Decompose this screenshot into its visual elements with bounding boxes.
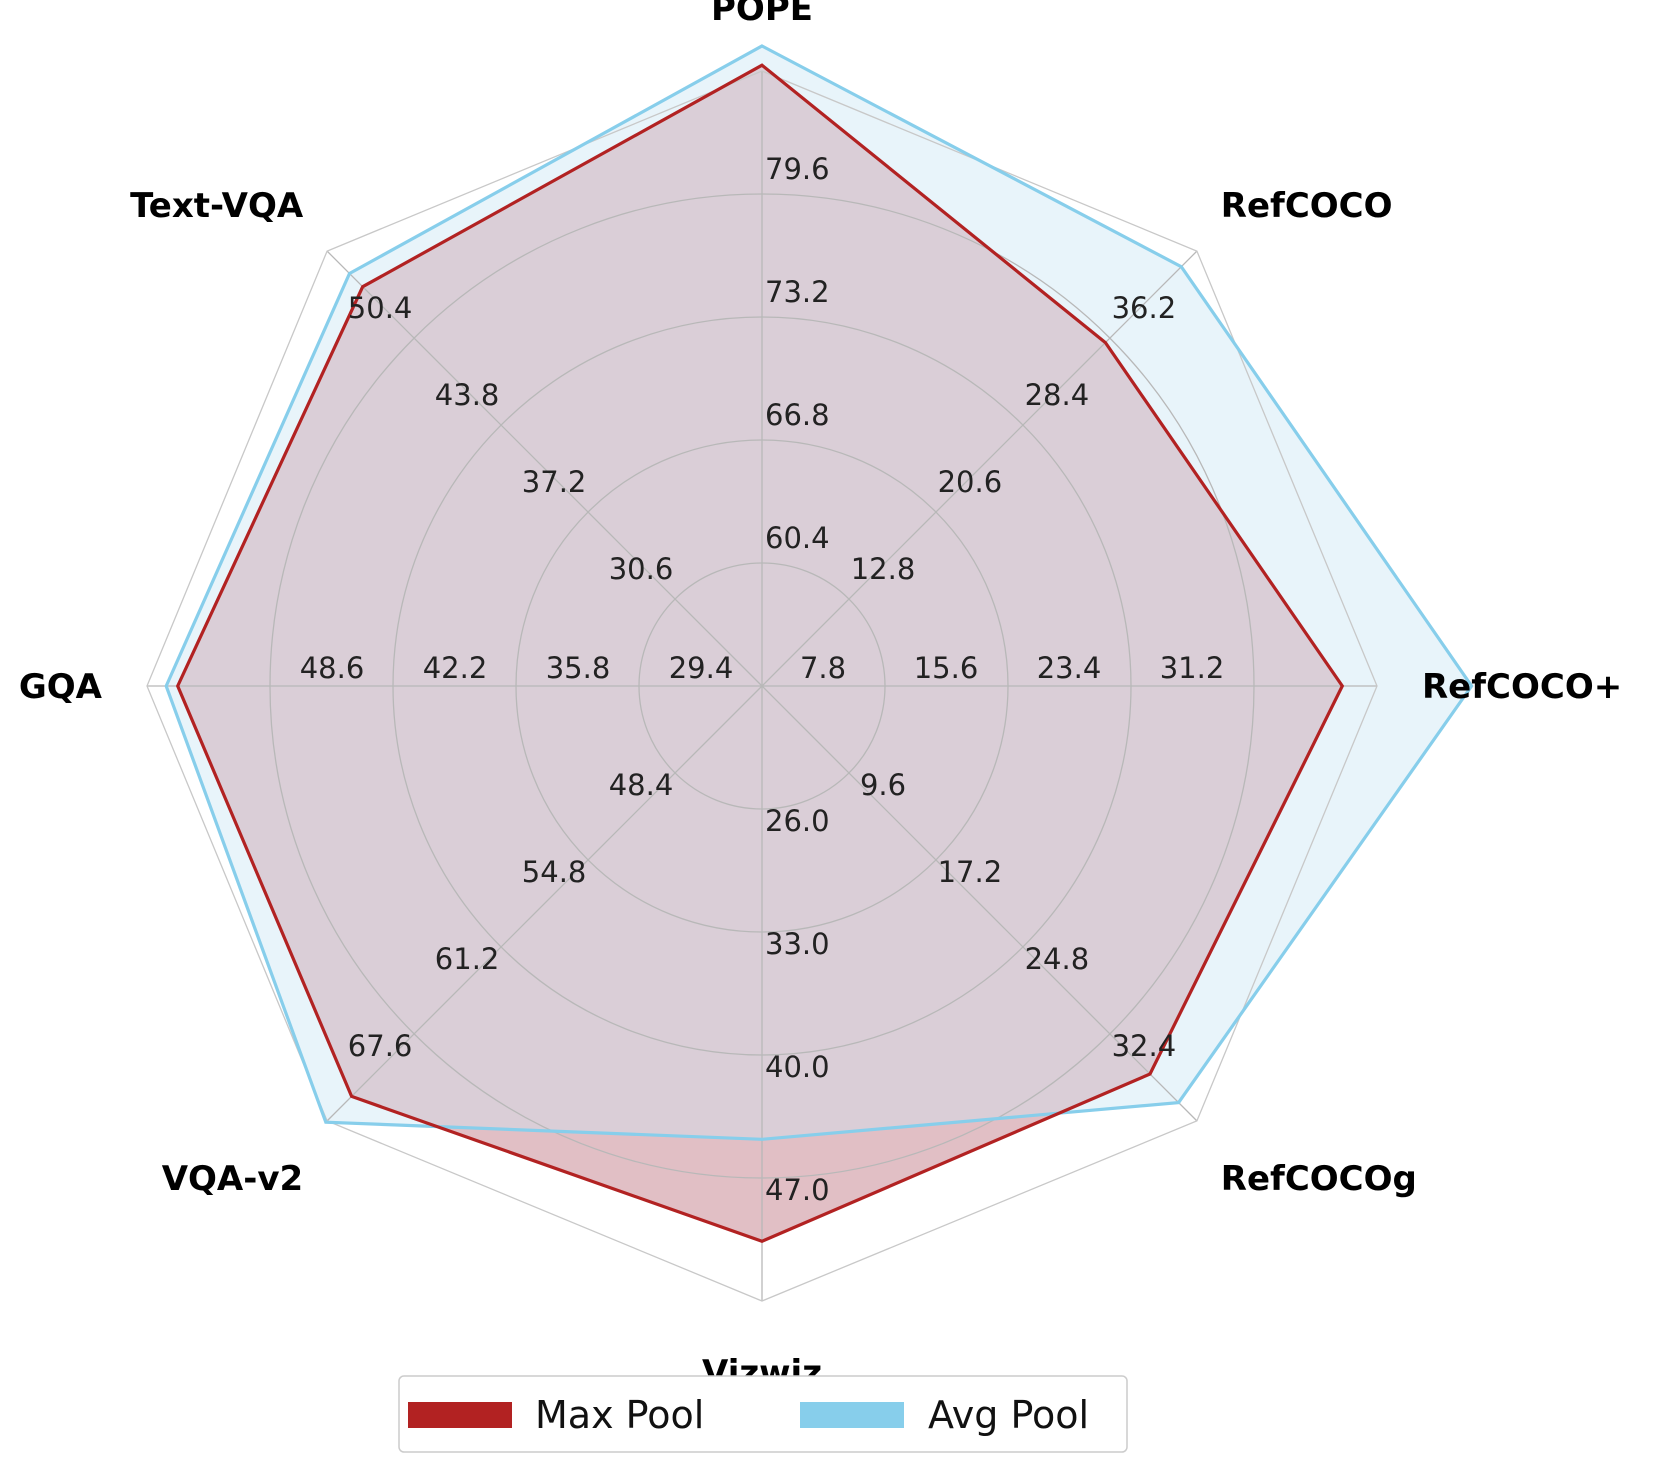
tick-label: 31.2: [1160, 651, 1225, 685]
tick-label: 12.8: [851, 552, 916, 586]
axis-name-vqa-v2: VQA-v2: [162, 1159, 303, 1199]
tick-label: 54.8: [522, 855, 587, 889]
tick-label: 48.4: [609, 768, 674, 802]
tick-label: 43.8: [435, 378, 500, 412]
tick-label: 37.2: [522, 465, 587, 499]
tick-label: 30.6: [609, 552, 674, 586]
spoke-text-vqa: [326, 250, 763, 687]
tick-label: 40.0: [765, 1050, 830, 1084]
tick-label: 50.4: [348, 291, 413, 325]
tick-label: 36.2: [1112, 291, 1177, 325]
legend: Max Pool Avg Pool: [398, 1375, 1128, 1453]
tick-label: 20.6: [938, 465, 1003, 499]
tick-label: 32.4: [1112, 1029, 1177, 1063]
tick-labels: 60.4 66.8 73.2 79.6 12.8 20.6 28.4 36.2 7.8 15.6 2…: [300, 152, 1225, 1207]
legend-label-avg-pool: Avg Pool: [928, 1393, 1089, 1437]
series-line-avg-pool: [164, 44, 1474, 1141]
axis-name-pope: POPE: [711, 0, 813, 29]
spoke-refcocog: [761, 685, 1198, 1122]
legend-swatch-avg-pool: [800, 1402, 904, 1428]
tick-label: 79.6: [765, 152, 830, 186]
tick-label: 33.0: [765, 927, 830, 961]
tick-label: 15.6: [914, 651, 979, 685]
tick-label: 61.2: [435, 942, 500, 976]
tick-label: 73.2: [765, 275, 830, 309]
tick-label: 67.6: [348, 1029, 413, 1063]
tick-label: 35.8: [546, 651, 611, 685]
legend-box: [398, 1375, 1128, 1453]
tick-label: 24.8: [1025, 942, 1090, 976]
tick-label: 26.0: [765, 804, 830, 838]
tick-label: 28.4: [1025, 378, 1090, 412]
tick-label: 17.2: [938, 855, 1003, 889]
spoke-refcoco: [761, 250, 1198, 687]
tick-label: 42.2: [423, 651, 488, 685]
series-fills: [166, 46, 1472, 1242]
tick-label: 48.6: [300, 651, 365, 685]
legend-swatch-max-pool: [408, 1402, 512, 1428]
grid: [146, 70, 1378, 1302]
outer-frame: [146, 70, 1378, 1302]
tick-label: 66.8: [765, 398, 830, 432]
tick-label: 23.4: [1037, 651, 1102, 685]
tick-label: 29.4: [669, 651, 734, 685]
series-overlap-shade: [177, 65, 1343, 1242]
axis-name-refcocog: RefCOCOg: [1221, 1159, 1417, 1199]
series-fill-avg-pool: [166, 46, 1472, 1140]
axis-name-gqa: GQA: [19, 667, 103, 707]
axis-name-text-vqa: Text-VQA: [130, 186, 304, 226]
legend-label-max-pool: Max Pool: [535, 1393, 704, 1437]
axis-name-refcoco: RefCOCO: [1221, 186, 1393, 226]
series-line-max-pool: [175, 63, 1345, 1244]
axis-name-refcoco: RefCOCO+: [1422, 667, 1622, 707]
series-lines: [164, 44, 1474, 1244]
axis-names: POPERefCOCORefCOCO+RefCOCOgVizwizVQA-v2G…: [19, 0, 1622, 1393]
spoke-vqa-v2: [326, 685, 763, 1122]
tick-label: 9.6: [860, 768, 906, 802]
tick-label: 47.0: [765, 1173, 830, 1207]
tick-label: 7.8: [800, 651, 846, 685]
tick-label: 60.4: [765, 521, 830, 555]
